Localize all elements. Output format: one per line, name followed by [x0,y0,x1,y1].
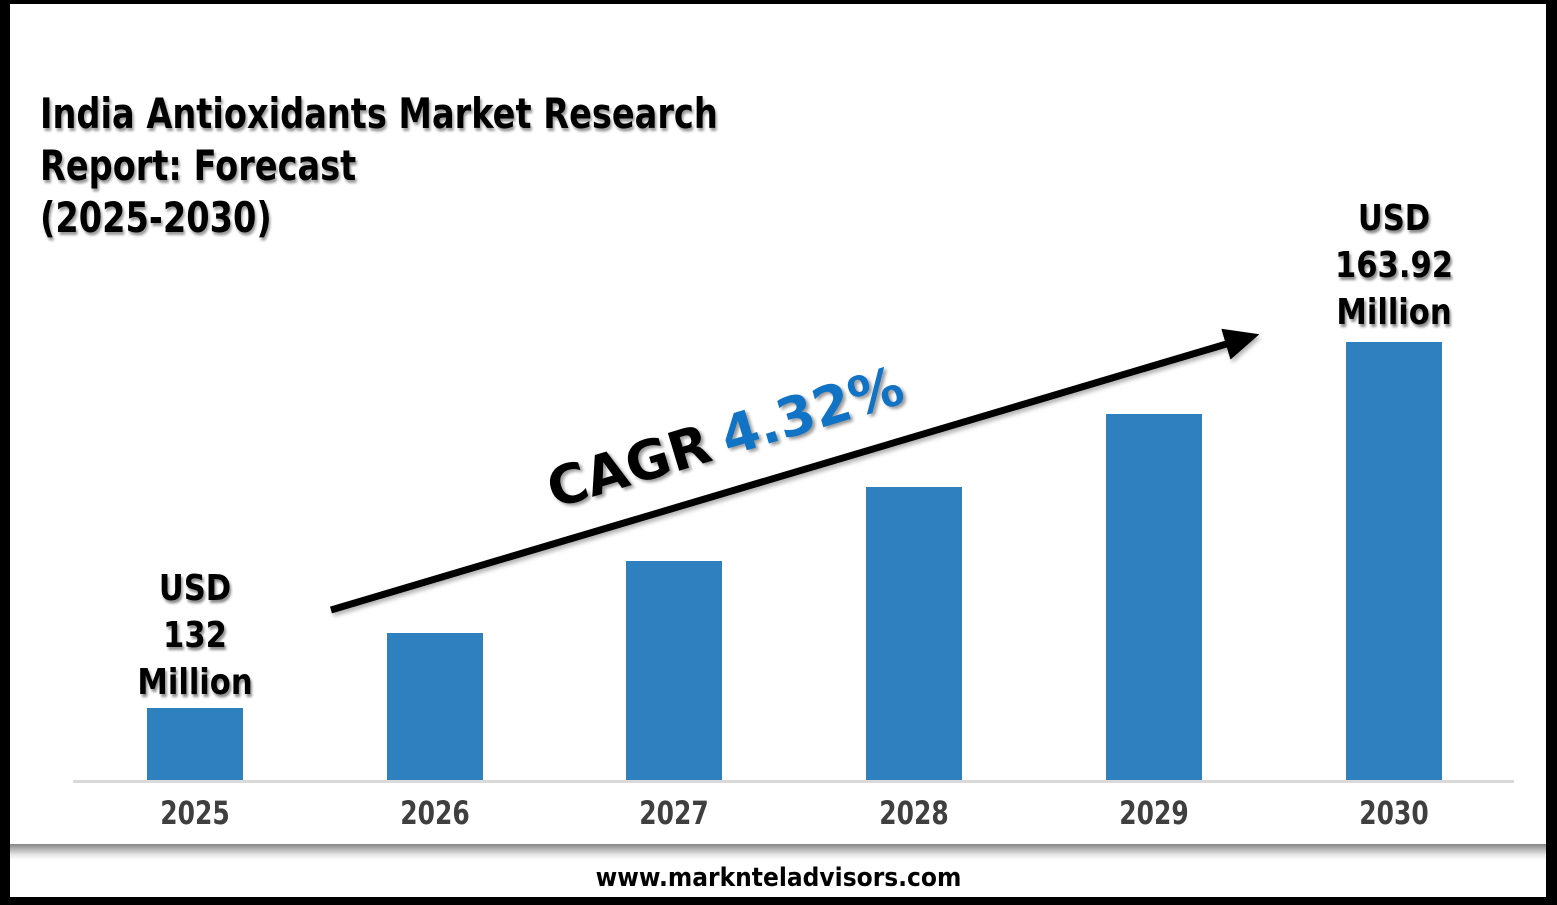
bar-2025 [147,708,243,780]
value-label-2025-line-1: USD [158,568,232,609]
bar-2027 [626,561,722,780]
value-label-2025: USD 132 Million [102,565,289,706]
bar-2030 [1346,342,1442,780]
chart-title-line-1: India Antioxidants Market Research [40,89,718,138]
x-tick-2027: 2027 [639,794,709,832]
x-tick-2026: 2026 [400,794,470,832]
value-label-2030: USD 163.92 Million [1301,195,1488,336]
x-tick-2028: 2028 [879,794,949,832]
value-label-2025-line-2: 132 [163,615,227,656]
x-tick-2025: 2025 [160,794,230,832]
value-label-2030-line-3: Million [1336,292,1452,333]
x-tick-2029: 2029 [1119,794,1189,832]
bar-2026 [387,633,483,780]
x-tick-2030: 2030 [1359,794,1429,832]
footer-url: www.marknteladvisors.com [595,863,962,893]
chart-title-line-2: Report: Forecast [40,141,357,190]
value-label-2030-line-2: 163.92 [1334,245,1454,286]
chart-title-line-3: (2025-2030) [40,193,272,242]
bar-2029 [1106,414,1202,780]
footer-divider [10,844,1546,860]
value-label-2025-line-3: Million [137,662,253,703]
chart-title: India Antioxidants Market Research Repor… [40,88,718,244]
value-label-2030-line-1: USD [1357,198,1431,239]
x-axis-line [73,780,1514,783]
bar-2028 [866,487,962,780]
